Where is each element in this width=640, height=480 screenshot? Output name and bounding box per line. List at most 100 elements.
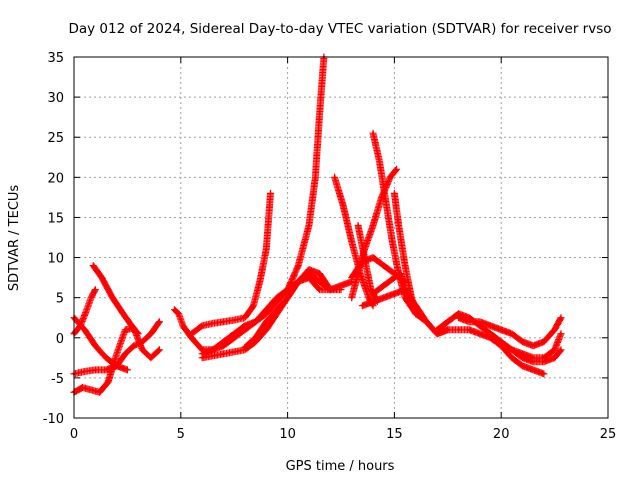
data-point xyxy=(307,224,311,227)
data-point xyxy=(391,240,394,243)
data-point xyxy=(371,300,375,303)
data-point xyxy=(382,296,385,299)
data-point xyxy=(425,320,428,323)
y-tick-label: 15 xyxy=(47,211,64,226)
data-point xyxy=(318,288,321,291)
data-point xyxy=(104,356,108,360)
y-tick-label: 30 xyxy=(47,91,64,106)
data-point xyxy=(92,264,95,267)
data-point xyxy=(478,332,482,335)
data-point xyxy=(254,336,257,339)
data-point xyxy=(158,320,161,323)
data-point xyxy=(350,296,353,299)
data-point xyxy=(361,260,364,263)
data-point xyxy=(553,328,556,331)
data-point xyxy=(83,370,86,373)
data-point xyxy=(104,368,108,372)
series-arc-i xyxy=(198,53,328,358)
data-point xyxy=(559,348,563,352)
data-point xyxy=(269,192,272,195)
data-point xyxy=(100,276,103,279)
data-point xyxy=(211,348,215,352)
data-point xyxy=(532,368,535,372)
data-point xyxy=(399,272,403,275)
data-point xyxy=(181,324,185,327)
data-point xyxy=(265,312,268,315)
data-point xyxy=(121,312,125,315)
data-point xyxy=(500,328,503,331)
data-point xyxy=(371,132,375,135)
data-point xyxy=(414,312,417,315)
data-point xyxy=(467,328,471,331)
x-tick-label: 20 xyxy=(493,427,510,442)
data-point xyxy=(81,386,84,389)
data-point xyxy=(384,200,388,203)
data-point xyxy=(254,320,257,323)
x-tick-label: 0 xyxy=(70,427,78,442)
data-point xyxy=(467,320,471,323)
plot-frame xyxy=(73,56,609,419)
data-point xyxy=(553,348,556,352)
data-point xyxy=(553,356,556,360)
data-point xyxy=(393,292,396,295)
data-point xyxy=(532,344,535,347)
data-point xyxy=(115,352,118,356)
data-point xyxy=(339,288,343,291)
data-point xyxy=(350,240,353,243)
data-point xyxy=(158,348,161,352)
data-point xyxy=(371,292,375,295)
data-point xyxy=(265,320,268,323)
data-point xyxy=(141,348,144,352)
data-point xyxy=(124,328,127,331)
data-point xyxy=(222,320,225,323)
data-point xyxy=(265,328,268,331)
data-point xyxy=(222,352,225,356)
data-point xyxy=(367,296,370,299)
data-point xyxy=(200,356,204,360)
data-point xyxy=(222,344,225,347)
data-point xyxy=(297,264,300,267)
data-point xyxy=(233,336,236,339)
data-point xyxy=(382,284,385,287)
data-point xyxy=(521,356,524,360)
data-point xyxy=(132,344,136,347)
data-point xyxy=(393,276,396,279)
y-tick-label: 5 xyxy=(56,292,64,307)
data-point xyxy=(478,320,482,323)
data-point xyxy=(98,391,101,394)
data-point xyxy=(542,340,546,343)
data-point xyxy=(510,348,514,352)
data-point xyxy=(243,346,247,349)
x-tick-label: 5 xyxy=(177,427,185,442)
data-point xyxy=(149,332,153,335)
data-point xyxy=(489,332,492,335)
data-point xyxy=(329,288,332,291)
data-point xyxy=(124,352,127,356)
data-point xyxy=(559,316,563,319)
data-point xyxy=(307,268,311,271)
data-point xyxy=(252,304,255,307)
series-arc-v xyxy=(497,342,565,366)
data-point xyxy=(136,332,140,335)
data-point xyxy=(83,328,86,331)
data-point xyxy=(94,344,97,347)
data-point xyxy=(435,328,439,331)
series-arc-k xyxy=(241,266,334,351)
data-point xyxy=(542,360,546,364)
data-point xyxy=(361,304,364,307)
data-point xyxy=(393,192,396,195)
data-point xyxy=(318,280,321,283)
y-tick-label: 35 xyxy=(47,51,64,66)
y-axis-label: SDTVAR / TECUs xyxy=(7,185,22,292)
y-tick-label: 25 xyxy=(47,131,64,146)
data-point xyxy=(286,296,289,299)
data-point xyxy=(521,340,524,343)
data-point xyxy=(318,111,321,115)
y-tick-label: -5 xyxy=(51,372,64,387)
data-point xyxy=(94,368,97,372)
data-point xyxy=(243,316,247,319)
data-point xyxy=(111,296,114,299)
data-point xyxy=(542,372,546,376)
data-point xyxy=(403,264,407,267)
